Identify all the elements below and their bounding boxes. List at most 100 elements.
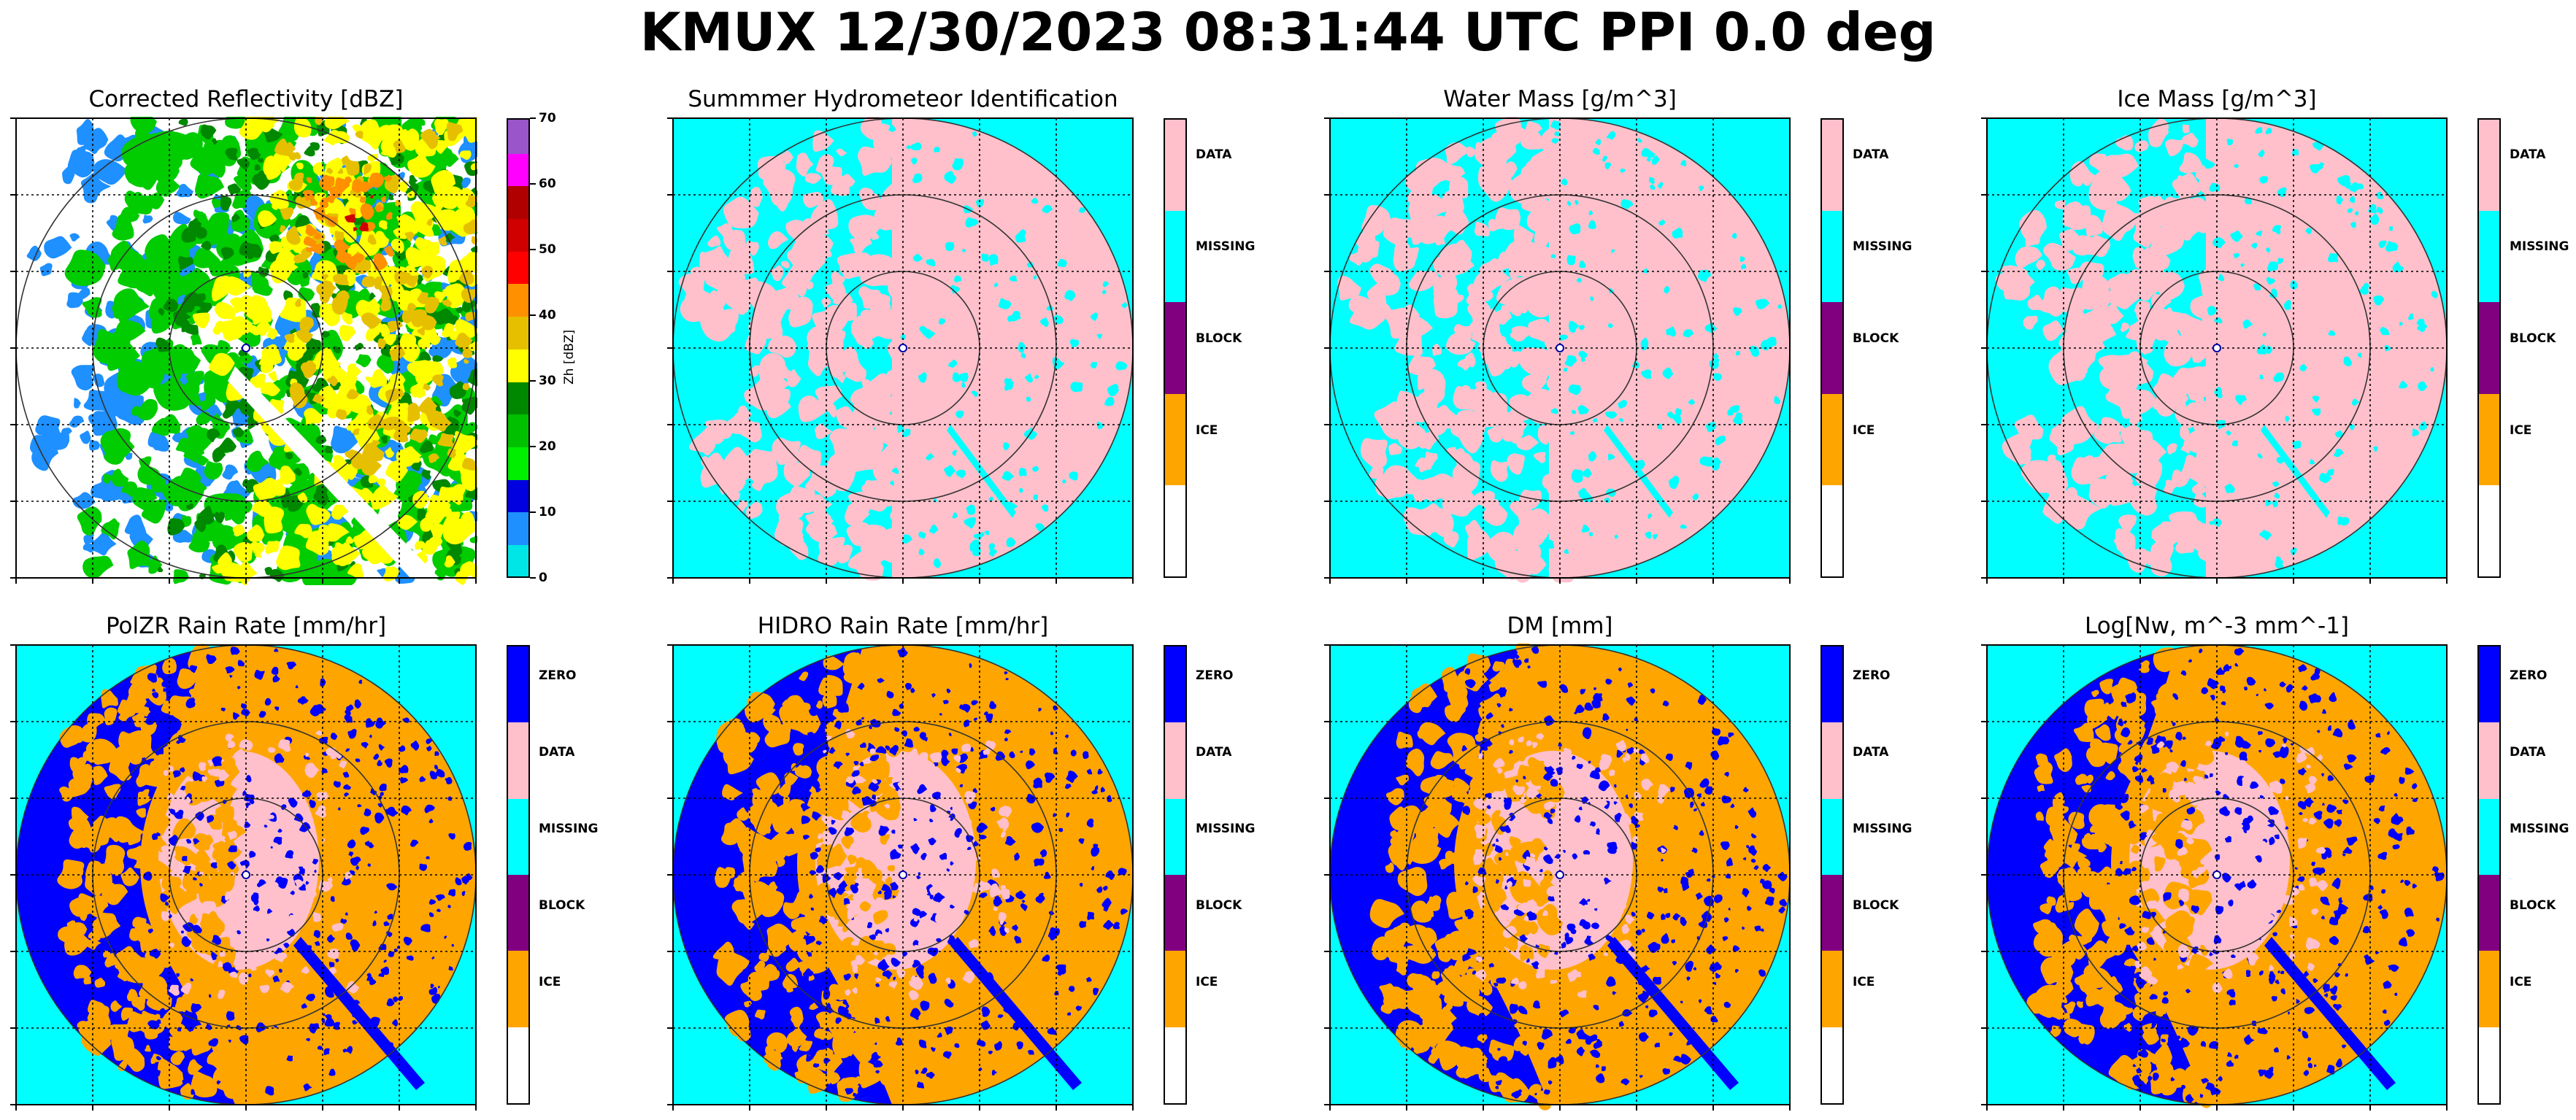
range-rings-and-grid [1981,117,2448,584]
colorbar-segment [508,1027,528,1103]
plot-frame [15,117,477,579]
plot-frame [1329,644,1791,1105]
missing-streak [947,425,1016,518]
colorbar-segment [508,875,528,953]
colorbar-category-label: ZERO [2510,668,2548,683]
panel-title: Summmer Hydrometeor Identification [688,86,1118,112]
refl-red [345,195,374,232]
radar-site-marker [2212,344,2221,352]
colorbar-category-label: BLOCK [1196,331,1242,347]
radar-site-marker [242,870,250,879]
range-rings-and-grid [10,117,477,584]
colorbar [1164,645,1187,1105]
colorbar-segment [508,250,528,285]
colorbar [507,645,530,1105]
plot-frame [15,644,477,1105]
colorbar-category-label: BLOCK [1853,898,1899,913]
colorbar-category-label: DATA [2510,147,2546,163]
colorbar-segment [1822,484,1842,576]
colorbar-segment [1165,951,1185,1029]
radar-site-marker [899,870,907,879]
colorbar-segment [2479,484,2499,576]
colorbar-segment [2479,1027,2499,1103]
radar-site-marker [1556,344,1564,352]
colorbar-tick-label: 70 [539,111,556,125]
colorbar-segment [1165,302,1185,395]
panel-title: Ice Mass [g/m^3] [2117,86,2317,112]
panel-title: HIDRO Rain Rate [mm/hr] [757,613,1049,639]
colorbar-tick-label: 40 [539,308,556,323]
ice-blobs [57,644,250,1100]
colorbar-segment [2479,951,2499,1029]
colorbar-segment [508,152,528,187]
colorbar-tick-label: 30 [539,374,556,388]
colorbar-segment [1822,798,1842,876]
colorbar-segment [1822,211,1842,304]
plot-frame [672,644,1134,1105]
colorbar-category-label: MISSING [1196,239,1256,255]
colorbar-segment [508,446,528,480]
data-speckle [817,728,1012,1000]
radar-site-marker [2212,870,2221,879]
colorbar-segment [508,120,528,154]
radar-site-marker [242,344,250,352]
range-rings-and-grid [10,644,477,1111]
colorbar-category-label: MISSING [2510,239,2569,255]
colorbar-category-label: BLOCK [1853,331,1899,347]
colorbar-segment [1165,798,1185,876]
figure-suptitle: KMUX 12/30/2023 08:31:44 UTC PPI 0.0 deg [639,1,1937,63]
radar-panel [667,117,1134,584]
colorbar-category-label: ZERO [1853,668,1891,683]
colorbar-segment [508,185,528,219]
colorbar-category-label: DATA [2510,745,2546,760]
colorbar-category-label: ICE [2510,975,2532,989]
colorbar [2477,118,2501,578]
range-rings-and-grid [667,117,1134,584]
colorbar-segment [2479,875,2499,953]
radar-panel [10,644,477,1111]
colorbar-segment [2479,722,2499,800]
colorbar-tick-label: 60 [539,177,556,191]
panel-title: Log[Nw, m^-3 mm^-1] [2084,613,2350,639]
colorbar-category-label: MISSING [1853,239,1912,255]
plot-frame [672,117,1134,579]
colorbar-category-label: ZERO [539,668,577,683]
colorbar-segment [1165,646,1185,725]
colorbar-segment [508,380,528,415]
zero-speckle [1461,645,1788,1099]
colorbar-category-label: BLOCK [2510,331,2556,347]
colorbar-segment [508,544,528,576]
plot-frame [1986,644,2448,1105]
colorbar-segment [508,315,528,349]
colorbar-category-label: DATA [1853,745,1889,760]
radar-panel [10,117,477,585]
data-speckle [2134,731,2329,994]
panel-title: Water Mass [g/m^3] [1443,86,1677,112]
colorbar-tick-label: 50 [539,242,556,257]
missing-holes [2204,127,2438,569]
radar-panel [1324,644,1791,1111]
colorbar-segment [1822,646,1842,725]
range-rings-and-grid [1981,644,2448,1111]
radar-site-marker [899,344,907,352]
colorbar-segment [508,413,528,447]
plot-frame [1329,117,1791,579]
range-rings-and-grid [1324,117,1791,584]
colorbar-segment [2479,393,2499,487]
colorbar-segment [2479,120,2499,213]
colorbar-tick-label: 10 [539,505,556,520]
colorbar-tick [530,117,536,119]
colorbar-segment [508,478,528,513]
colorbar-segment [1165,875,1185,953]
colorbar [507,118,530,578]
radar-panel [667,644,1134,1111]
colorbar-segment [1165,722,1185,800]
colorbar-category-label: ICE [539,975,561,989]
zero-speckle [2115,648,2445,1104]
colorbar-segment [2479,646,2499,725]
colorbar-axis-label: Zh [dBZ] [562,329,577,385]
colorbar-tick-label: 0 [539,571,547,585]
range-rings-and-grid [667,644,1134,1111]
colorbar-segment [1165,211,1185,304]
colorbar-segment [508,646,528,725]
